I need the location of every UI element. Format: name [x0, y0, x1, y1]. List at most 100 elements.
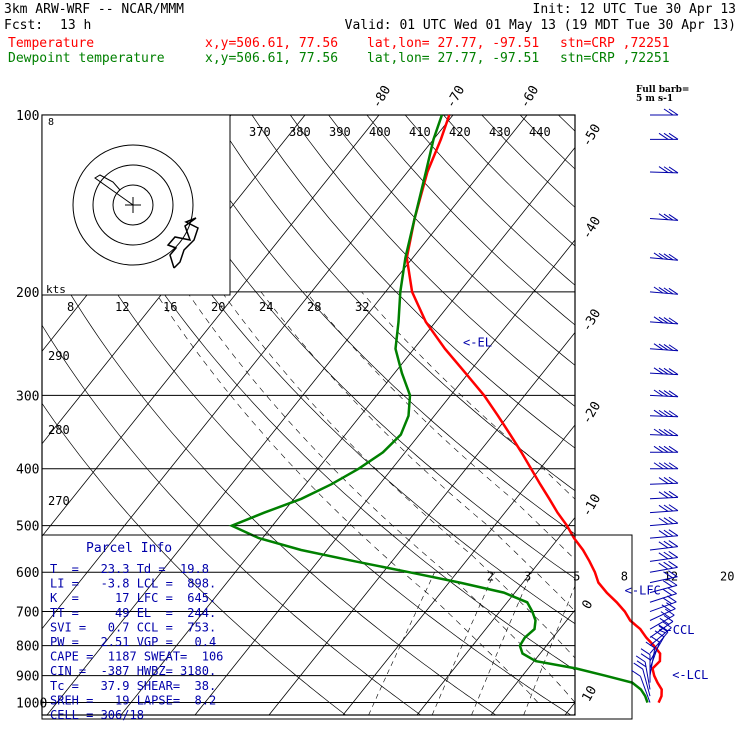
wind-barb-flag — [663, 132, 674, 140]
isotherm-tick-label: -70 — [443, 83, 468, 111]
wind-barb-flag — [668, 287, 679, 295]
dry-adiabat — [136, 115, 575, 579]
dewpoint-curve — [228, 114, 649, 704]
wind-barb-flag — [654, 630, 665, 638]
theta-tick-label: 410 — [409, 125, 431, 139]
wind-barb-flag — [663, 571, 673, 579]
wind-barb-flag — [668, 570, 678, 578]
wind-barb-flag — [658, 491, 669, 499]
hodograph-ring-label: 32 — [355, 300, 369, 314]
wind-barb-flag — [658, 252, 669, 260]
wind-barb-flag — [663, 253, 674, 261]
wind-barb — [649, 614, 675, 630]
init-time: Init: 12 UTC Tue 30 Apr 13 — [532, 2, 737, 17]
wind-barb-flag — [653, 389, 664, 397]
wind-barb-flag — [653, 343, 664, 351]
hodograph-ring-label: 24 — [259, 300, 273, 314]
wind-barb-flag — [668, 132, 679, 140]
wind-barb-flag — [653, 428, 664, 436]
wind-barb-flag — [653, 462, 664, 470]
wind-barb-flag — [660, 611, 671, 619]
wind-barb — [649, 372, 678, 376]
wind-barb-flag — [663, 367, 674, 375]
level-annotation: <-CCL — [658, 623, 694, 637]
wind-barb-flag — [667, 595, 677, 603]
wind-barb-flag — [668, 560, 678, 568]
wind-barb-flag — [663, 108, 674, 116]
wind-barb-flag — [663, 445, 674, 453]
wind-barb — [649, 496, 678, 500]
wind-barb-flag — [663, 213, 674, 221]
wind-barb-flag — [658, 287, 669, 294]
wind-barb — [649, 556, 678, 562]
dewpoint-latlon: lat,lon= 27.77, -97.51 — [367, 51, 540, 66]
wind-barb-flag — [658, 562, 669, 570]
wind-barb-flag — [658, 213, 669, 221]
wind-barb-flag — [663, 551, 674, 559]
hodograph-ring-label: 28 — [307, 300, 321, 314]
theta-tick-label: 400 — [369, 125, 391, 139]
dewpoint-legend: Dewpoint temperature — [8, 51, 165, 66]
wind-barb-flag — [668, 213, 679, 221]
wind-barb-flag — [640, 653, 651, 661]
dry-adiabat — [712, 115, 740, 715]
wind-barb-flag — [668, 410, 679, 418]
wind-barb-flag — [658, 445, 669, 453]
mixing-ratio-tick-label: 8 — [621, 570, 628, 584]
wind-barb-flag — [668, 317, 679, 325]
wind-barb-flag — [658, 517, 669, 525]
pressure-tick-label: 400 — [16, 463, 39, 478]
wind-barb — [649, 257, 678, 261]
hodograph-label: 8 — [48, 117, 54, 128]
isotherm-line — [713, 115, 740, 715]
isotherm-line — [0, 115, 9, 715]
wind-barb — [649, 291, 678, 295]
wind-barb-key: Full barb= 5 m s-1 — [636, 85, 690, 104]
dry-adiabat — [290, 115, 575, 407]
isotherm-tick-label: -50 — [579, 122, 604, 150]
hodograph-ring — [112, 184, 154, 226]
pressure-tick-label: 600 — [16, 566, 39, 581]
wind-barb — [639, 676, 651, 703]
wind-barb-flag — [658, 166, 669, 173]
wind-barb-flag — [658, 552, 669, 560]
wind-barb-flag — [668, 540, 679, 548]
theta-tick-label: 290 — [48, 349, 70, 363]
wind-barb-flag — [662, 621, 672, 629]
wind-barb — [649, 601, 677, 613]
wind-barb-flag — [663, 410, 674, 417]
wind-barb-flag — [658, 367, 669, 375]
hodograph-ring — [92, 164, 174, 246]
theta-tick-label: 430 — [489, 125, 511, 139]
wind-barb-flag — [668, 390, 679, 398]
wind-barb-flag — [663, 517, 674, 525]
wind-barb-flag — [668, 504, 679, 512]
theta-tick-label: 390 — [329, 125, 351, 139]
wind-barb — [649, 621, 674, 638]
wind-barb-flag — [636, 660, 647, 668]
temperature-station: stn=CRP ,72251 — [560, 36, 670, 51]
wind-barb-flag — [640, 648, 651, 656]
dry-adiabat — [42, 244, 496, 715]
wind-barb-flag — [666, 602, 676, 610]
wind-barb — [649, 415, 679, 418]
dry-adiabat — [519, 115, 575, 170]
isotherm-line — [42, 115, 380, 537]
wind-barb-flag — [663, 540, 674, 548]
wind-barb-flag — [658, 389, 669, 397]
mixing-ratio-line — [368, 572, 435, 715]
wind-barb-flag — [663, 561, 673, 569]
dry-adiabat — [213, 115, 575, 492]
theta-tick-label: 440 — [529, 125, 551, 139]
wind-barb-flag — [658, 409, 669, 417]
temperature-legend: Temperature — [8, 36, 95, 51]
wind-barb — [649, 593, 677, 603]
theta-tick-label: 420 — [449, 125, 471, 139]
wind-barb — [649, 348, 678, 352]
temperature-curve — [405, 114, 663, 704]
wind-barb-flag — [653, 445, 664, 453]
theta-tick-label: 280 — [48, 423, 70, 437]
wind-barb-flag — [653, 286, 664, 294]
pressure-tick-label: 200 — [16, 286, 39, 301]
